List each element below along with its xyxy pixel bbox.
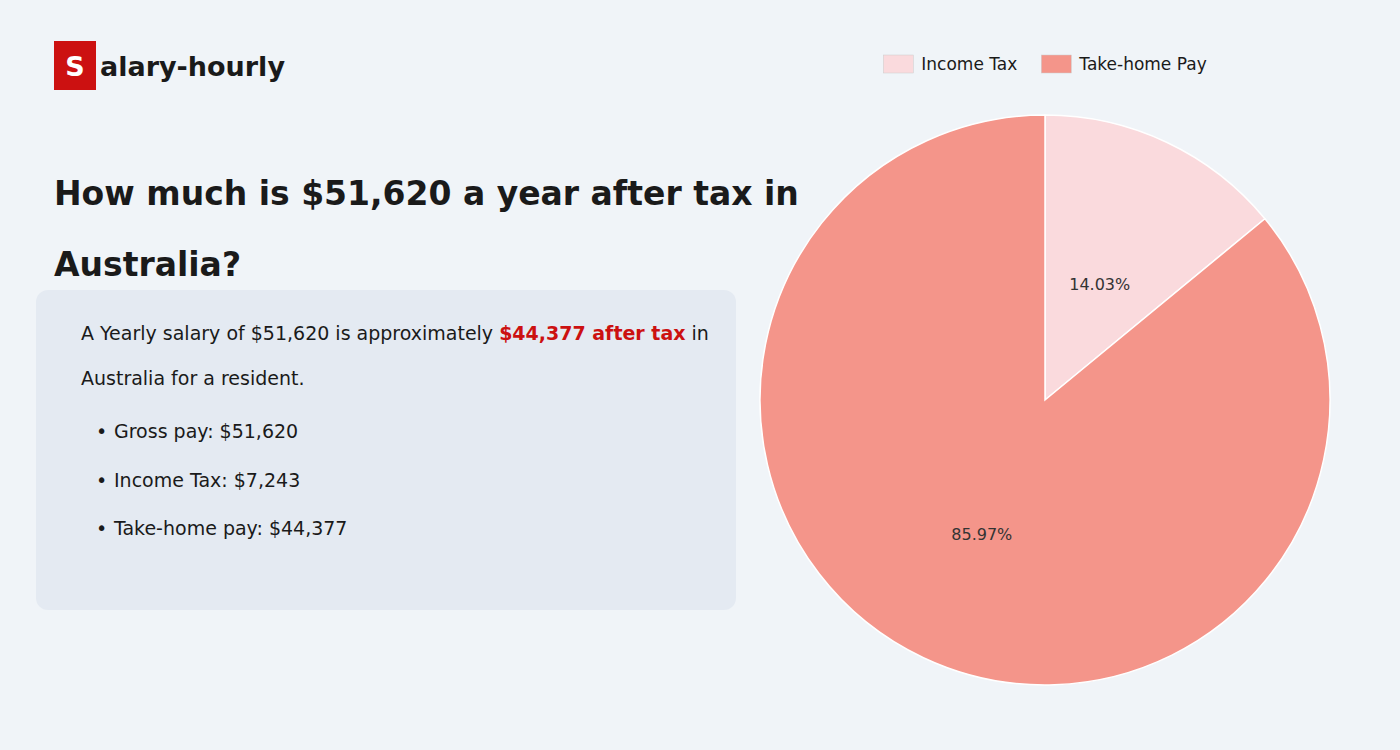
info-line: Australia for a resident. — [81, 367, 304, 389]
legend-swatch — [883, 55, 913, 73]
info-text: A Yearly salary of $51,620 is approximat… — [81, 322, 499, 344]
info-line: A Yearly salary of $51,620 is approximat… — [81, 322, 709, 344]
bullet-item: Income Tax: $7,243 — [114, 469, 300, 491]
data-labels: 14.03% 85.97% — [951, 275, 1130, 544]
data-label: 85.97% — [951, 525, 1012, 544]
logo-letter: S — [65, 51, 84, 82]
legend-label: Income Tax — [921, 54, 1017, 74]
title: How much is $51,620 a year after tax in — [54, 174, 799, 213]
legend-item: Take-home Pay — [1041, 54, 1206, 74]
bullet-item: Take-home pay: $44,377 — [113, 517, 347, 539]
legend-label: Take-home Pay — [1078, 54, 1206, 74]
background — [0, 0, 1400, 750]
pie-slice — [760, 115, 1330, 685]
title: Australia? — [54, 245, 241, 284]
legend-swatch — [1041, 55, 1071, 73]
info-text: in — [686, 322, 709, 344]
info-box — [36, 290, 736, 610]
bullet: • — [96, 469, 107, 491]
logo-text: alary-hourly — [100, 51, 285, 82]
legend: Income Tax Take-home Pay — [883, 54, 1206, 74]
bullet-item: Gross pay: $51,620 — [114, 420, 298, 442]
legend-item: Income Tax — [883, 54, 1017, 74]
bullet: • — [96, 420, 107, 442]
data-label: 14.03% — [1069, 275, 1130, 294]
text-panel: Salary-hourly How much is $51,620 a year … — [36, 41, 799, 610]
logo-box — [54, 41, 96, 90]
pie — [760, 115, 1330, 685]
chart: Salary-hourly How much is $51,620 a year … — [0, 0, 1400, 750]
info-text: $44,377 after tax — [499, 322, 685, 344]
bullet: • — [96, 517, 107, 539]
